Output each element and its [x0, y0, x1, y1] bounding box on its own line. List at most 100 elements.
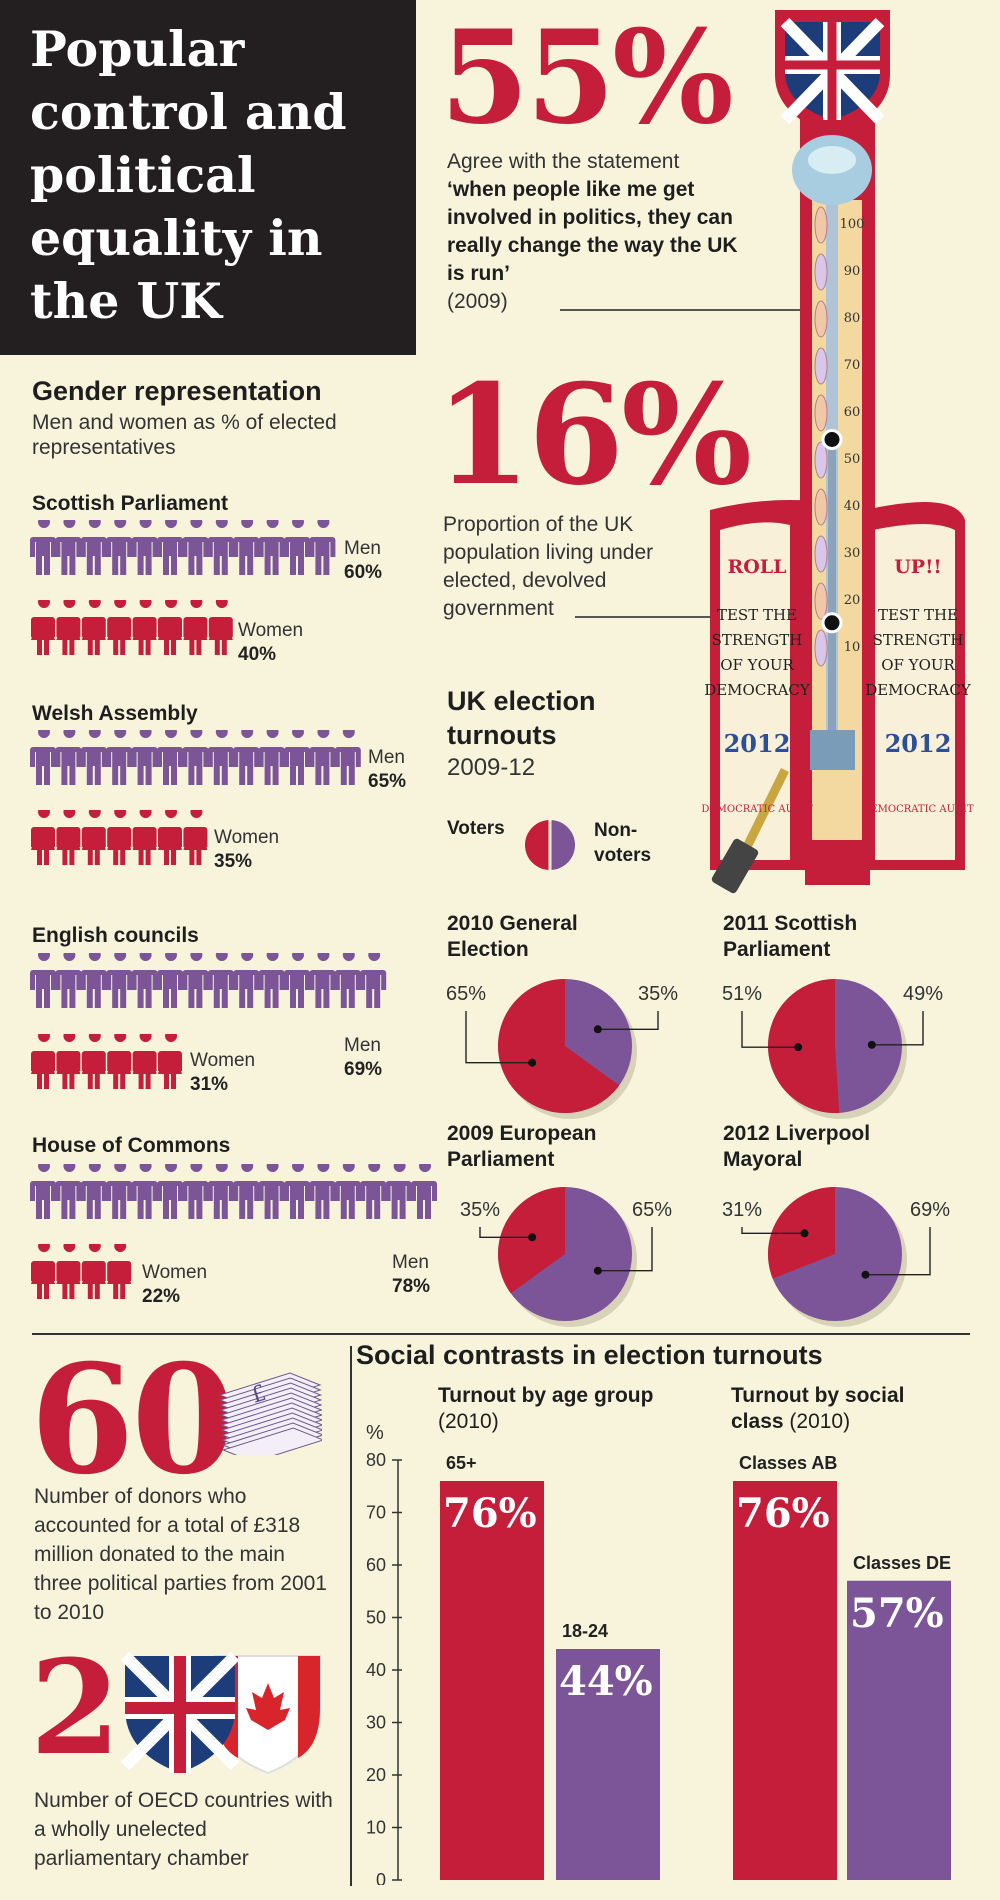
bar-category-label: Classes AB — [739, 1453, 837, 1473]
right-sign-seal: DEMOCRATIC AUDIT — [862, 804, 974, 815]
man-icon — [233, 730, 260, 785]
strength-tester-graphic: ROLL TEST THE STRENGTH OF YOUR DEMOCRACY… — [560, 10, 974, 894]
man-icon — [30, 520, 56, 575]
woman-icon — [107, 810, 132, 865]
election-period: 2009-12 — [447, 754, 536, 781]
women-pictogram — [31, 810, 208, 865]
man-icon — [309, 520, 336, 575]
mallet-icon — [711, 768, 790, 894]
bar-category-label: 65+ — [446, 1453, 477, 1473]
women-percent: 31% — [190, 1074, 229, 1095]
bar-value-label: 44% — [559, 1658, 653, 1705]
bar — [733, 1481, 837, 1880]
man-icon — [207, 953, 234, 1008]
scale-tick-label: 60 — [844, 405, 861, 420]
woman-icon — [56, 600, 81, 655]
gender-chart-title: Welsh Assembly — [32, 702, 198, 725]
pie-chart — [498, 1187, 637, 1327]
tester-marker-0 — [821, 429, 843, 450]
tester-marker-1 — [821, 612, 843, 634]
man-icon — [258, 730, 285, 785]
pie-label-nonvoters: 49% — [903, 983, 944, 1005]
man-icon — [258, 520, 285, 575]
man-icon — [157, 1164, 183, 1219]
legend-voters: Voters — [447, 818, 505, 839]
woman-icon — [56, 1034, 81, 1089]
bar-value-label: 76% — [443, 1490, 537, 1537]
turnout-bar-charts: 0 10 20 30 40 50 60 70 80 65+ 76% 18-24 44% Classes A… — [366, 1450, 951, 1885]
man-icon — [411, 1164, 437, 1219]
y-tick-label: 10 — [366, 1818, 386, 1838]
election-heading: UK election turnouts — [447, 686, 596, 750]
woman-icon — [158, 1034, 182, 1089]
women-label: Women — [238, 620, 304, 641]
men-pictogram — [30, 953, 387, 1008]
woman-icon — [107, 1244, 132, 1299]
scale-tick-label: 30 — [844, 546, 861, 561]
age-chart-title-text: Turnout by age group — [438, 1384, 654, 1407]
man-icon — [182, 730, 209, 785]
gender-chart-title: House of Commons — [32, 1134, 231, 1157]
woman-icon — [31, 600, 55, 655]
man-icon — [309, 953, 336, 1008]
stat-55-year: (2009) — [447, 290, 508, 313]
pie-chart-title: 2009 European Parliament — [447, 1122, 597, 1171]
legend-nonvoters: Non-voters — [594, 820, 652, 866]
scale-tick-label: 40 — [844, 499, 861, 514]
y-tick-label: 50 — [366, 1608, 386, 1628]
y-tick-label: 70 — [366, 1503, 386, 1523]
men-pictogram — [30, 520, 336, 575]
class-chart-year: (2010) — [789, 1410, 851, 1433]
man-icon — [106, 953, 133, 1008]
men-label: Men — [344, 538, 381, 559]
woman-icon — [31, 810, 55, 865]
left-sign-seal: DEMOCRATIC AUDIT — [701, 804, 813, 815]
man-icon — [55, 730, 82, 785]
woman-icon — [56, 810, 81, 865]
oecd-text: Number of OECD countries with a wholly u… — [34, 1789, 333, 1870]
bar — [847, 1580, 951, 1880]
man-icon — [106, 1164, 133, 1219]
women-pictogram — [31, 1244, 132, 1299]
donors-value: 60 — [30, 1332, 236, 1508]
donors-text: Number of donors who accounted for a tot… — [34, 1485, 327, 1624]
banknotes-icon: £ — [218, 1372, 322, 1455]
man-icon — [309, 730, 336, 785]
bar — [556, 1649, 660, 1880]
pie-chart-title: 2012 Liverpool Mayoral — [723, 1122, 871, 1171]
pie-chart — [768, 1187, 907, 1327]
man-icon — [55, 1164, 82, 1219]
pie-chart-title: 2011 Scottish Parliament — [723, 912, 858, 961]
right-sign-line-2: STRENGTH — [873, 631, 964, 649]
stat-55-text: Agree with the statement ‘when people li… — [447, 148, 747, 316]
woman-icon — [158, 600, 182, 655]
man-icon — [385, 1164, 412, 1219]
men-percent: 69% — [344, 1059, 383, 1080]
woman-icon — [208, 600, 233, 655]
man-icon — [284, 520, 310, 575]
y-tick-label: 20 — [366, 1765, 386, 1785]
woman-icon — [132, 1034, 157, 1089]
pie-label-voters: 51% — [722, 983, 763, 1005]
svg-text:£: £ — [248, 1381, 269, 1409]
man-icon — [182, 520, 209, 575]
gender-subheading: Men and women as % of elected representa… — [32, 411, 337, 459]
men-percent: 60% — [344, 562, 383, 583]
women-label: Women — [190, 1050, 256, 1071]
women-percent: 40% — [238, 644, 277, 665]
left-sign-year: 2012 — [724, 729, 791, 758]
pie-chart — [767, 979, 907, 1119]
gender-chart-title: Scottish Parliament — [32, 492, 229, 515]
gender-chart-title: English councils — [32, 924, 199, 947]
right-sign — [865, 502, 965, 870]
woman-icon — [107, 600, 132, 655]
woman-icon — [81, 600, 106, 655]
man-icon — [106, 520, 133, 575]
left-sign-line-2: STRENGTH — [712, 631, 803, 649]
flag-shields-icon — [120, 1651, 321, 1775]
woman-icon — [81, 1034, 106, 1089]
man-icon — [80, 730, 107, 785]
stat-55-intro: Agree with the statement — [447, 150, 680, 173]
woman-icon — [183, 600, 208, 655]
pie-chart — [498, 979, 637, 1119]
